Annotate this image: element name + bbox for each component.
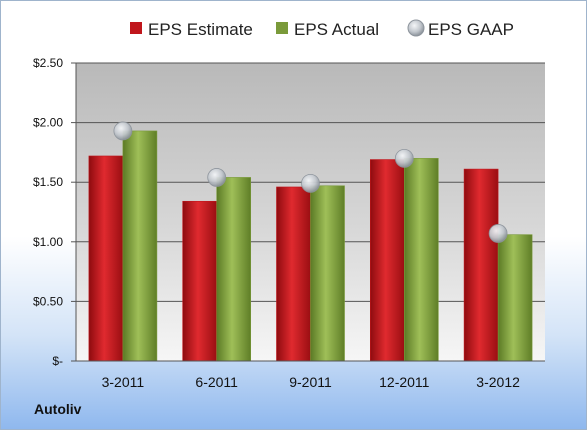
- bar-eps-estimate-3-2012: [463, 168, 499, 362]
- marker-eps-gaap-12-2011: [394, 148, 414, 168]
- x-axis: 3-2011 6-2011 9-2011 12-2011 3-2012: [76, 360, 545, 390]
- bars-group: [88, 130, 533, 362]
- bar-eps-actual-6-2011: [216, 177, 251, 362]
- legend-label-eps-actual: EPS Actual: [294, 20, 379, 39]
- legend-swatch-eps-gaap: [407, 19, 425, 37]
- y-tick-label: $1.50: [33, 175, 63, 189]
- marker-eps-gaap-6-2011: [207, 168, 227, 187]
- y-axis: $- $0.50 $1.00 $1.50 $2.00 $2.50: [33, 56, 77, 368]
- bar-eps-actual-12-2011: [403, 158, 439, 362]
- bar-eps-estimate-3-2011: [88, 155, 124, 362]
- marker-eps-gaap-3-2011: [113, 121, 133, 141]
- company-name: Autoliv: [34, 401, 82, 417]
- gaap-markers-group: [113, 121, 508, 243]
- legend: EPS Estimate EPS Actual EPS GAAP: [130, 19, 514, 39]
- x-tick-label: 3-2012: [476, 374, 520, 390]
- y-tick-label: $2.00: [33, 116, 63, 130]
- x-tick-label: 3-2011: [102, 374, 145, 390]
- x-tick-label: 12-2011: [379, 374, 430, 390]
- bar-eps-actual-3-2011: [122, 130, 158, 362]
- legend-label-eps-gaap: EPS GAAP: [428, 20, 514, 39]
- legend-label-eps-estimate: EPS Estimate: [148, 20, 253, 39]
- y-tick-label: $-: [52, 354, 63, 368]
- bar-eps-actual-3-2012: [497, 234, 533, 362]
- y-tick-label: $0.50: [33, 294, 63, 308]
- y-tick-label: $2.50: [33, 56, 63, 70]
- x-tick-label: 9-2011: [289, 374, 332, 390]
- bar-eps-actual-9-2011: [310, 185, 345, 362]
- marker-eps-gaap-3-2012: [488, 224, 508, 243]
- x-tick-label: 6-2011: [195, 374, 238, 390]
- bar-eps-estimate-12-2011: [369, 159, 405, 362]
- y-tick-label: $1.00: [33, 235, 63, 249]
- bar-eps-estimate-9-2011: [276, 186, 311, 362]
- bar-eps-estimate-6-2011: [182, 200, 217, 362]
- marker-eps-gaap-9-2011: [301, 173, 320, 193]
- legend-swatch-eps-actual: [276, 22, 288, 34]
- legend-swatch-eps-estimate: [130, 22, 142, 34]
